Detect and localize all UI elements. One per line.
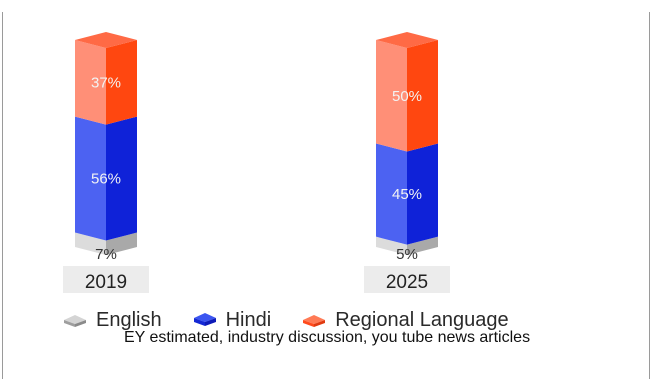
- source-caption: EY estimated, industry discussion, you t…: [123, 329, 531, 346]
- data-label-2019-hindi: 56%: [91, 171, 121, 188]
- bar-2019-top-cap: [75, 32, 137, 48]
- bar-2019-hindi-left-face: [75, 116, 106, 241]
- legend-item-hindi: Hindi: [192, 308, 272, 332]
- legend-hindi-swatch-icon: [193, 313, 216, 326]
- bar-2019-hindi-right-face: [106, 116, 137, 241]
- bar-2025-hindi-right-face: [407, 143, 438, 245]
- bar-2025-regional-language-left-face: [376, 40, 407, 152]
- category-label-2025: 2025: [386, 272, 428, 293]
- bar-2019-regional-language-right-face: [106, 40, 137, 125]
- legend-item-regional-language: Regional Language: [301, 309, 509, 332]
- legend-label-regional-language: Regional Language: [335, 308, 509, 331]
- legend-english-swatch-icon: [64, 315, 86, 327]
- legend-item-english: English: [62, 309, 162, 332]
- data-label-2025-regional-language: 50%: [392, 88, 422, 105]
- category-box-2019: [63, 266, 149, 293]
- data-label-2019-english: 7%: [95, 246, 117, 263]
- data-label-2019-regional-language: 37%: [91, 74, 121, 91]
- legend-regional-swatch-icon: [303, 315, 326, 327]
- data-label-2025-hindi: 45%: [392, 186, 422, 203]
- bar-2019-regional-language-left-face: [75, 40, 106, 125]
- category-label-2019: 2019: [85, 272, 127, 293]
- bar-2025-hindi-left-face: [376, 143, 407, 245]
- bar-2025-english-left-face: [376, 236, 407, 255]
- bar-2025-top-cap: [376, 32, 438, 48]
- frame-right-border: [649, 12, 650, 379]
- frame-left-border: [2, 12, 3, 379]
- legend: English Hindi Regional Language: [62, 306, 539, 334]
- bar-2025-english-right-face: [407, 236, 438, 255]
- category-box-2025: [364, 266, 450, 293]
- bar-2025-regional-language-right-face: [407, 40, 438, 152]
- data-label-2025-english: 5%: [396, 246, 418, 263]
- legend-label-hindi: Hindi: [225, 308, 272, 331]
- bar-2019-english-left-face: [75, 232, 106, 255]
- bar-2019-english-right-face: [106, 232, 137, 255]
- legend-label-english: English: [96, 308, 162, 331]
